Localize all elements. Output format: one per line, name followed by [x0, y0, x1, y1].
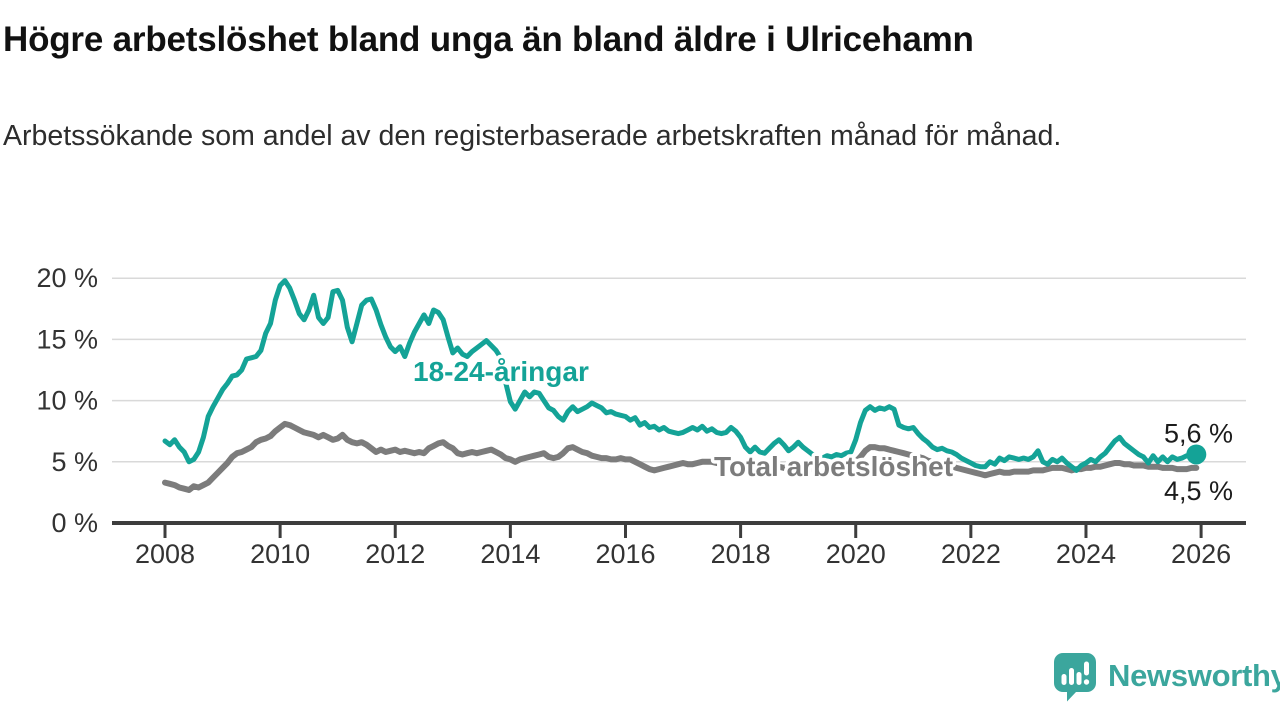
y-tick-label: 5 % [51, 447, 98, 477]
newsworthy-logo: Newsworthy [1052, 650, 1280, 702]
page-title: Högre arbetslöshet bland unga än bland ä… [3, 20, 974, 59]
x-tick-label: 2020 [826, 539, 886, 569]
exclamation-dot-icon [1083, 678, 1090, 685]
bar-icon [1061, 673, 1067, 685]
x-tick-label: 2026 [1171, 539, 1231, 569]
x-tick-label: 2024 [1056, 539, 1116, 569]
series-line-total [162, 420, 1200, 493]
x-tick-label: 2008 [135, 539, 195, 569]
speech-bubble-icon [1054, 652, 1096, 701]
bar-icon [1069, 667, 1074, 685]
page-subtitle: Arbetssökande som andel av den registerb… [3, 120, 1062, 152]
y-tick-label: 10 % [36, 386, 98, 416]
exclamation-icon [1084, 661, 1089, 675]
newsworthy-logo-text: Newsworthy [1108, 658, 1280, 693]
end-value-label-young: 5,6 % [1164, 418, 1233, 448]
newsworthy-logo-icon [1054, 652, 1096, 701]
y-tick-label: 15 % [36, 324, 98, 354]
x-tick-label: 2018 [711, 539, 771, 569]
x-tick-label: 2012 [365, 539, 425, 569]
series-label-young: 18-24-åringar [413, 356, 589, 387]
last-point-marker [1186, 444, 1207, 465]
y-tick-label: 20 % [36, 263, 98, 293]
bar-icon [1076, 671, 1082, 685]
y-tick-label: 0 % [51, 508, 98, 538]
x-tick-label: 2014 [480, 539, 540, 569]
x-tick-label: 2016 [595, 539, 655, 569]
x-tick-label: 2022 [941, 539, 1001, 569]
series-line-young [162, 278, 1199, 473]
x-tick-label: 2010 [250, 539, 310, 569]
series-label-total: Total arbetslöshet [714, 451, 953, 482]
end-value-label-total: 4,5 % [1164, 476, 1233, 506]
